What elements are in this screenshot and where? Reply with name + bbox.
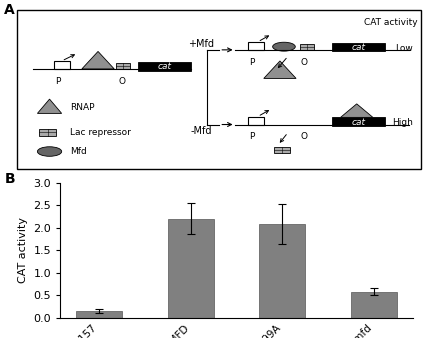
Bar	[259, 224, 305, 318]
Text: P: P	[249, 58, 254, 67]
Bar	[332, 43, 385, 51]
Bar	[300, 44, 314, 50]
Bar	[248, 117, 264, 124]
Bar	[116, 63, 130, 69]
Text: High: High	[393, 118, 413, 127]
Text: RNAP: RNAP	[70, 102, 94, 112]
Circle shape	[273, 42, 295, 51]
Bar	[54, 61, 70, 69]
Text: Mfd: Mfd	[70, 147, 86, 156]
Text: P: P	[249, 132, 254, 142]
Text: CAT activity: CAT activity	[364, 18, 418, 27]
Bar	[168, 219, 214, 318]
Bar	[274, 147, 290, 153]
Text: O: O	[119, 77, 126, 86]
Text: Low: Low	[396, 44, 413, 53]
Bar	[332, 117, 385, 126]
Bar	[138, 62, 191, 71]
Text: +Mfd: +Mfd	[188, 39, 214, 48]
Text: Lac repressor: Lac repressor	[70, 128, 131, 137]
Bar	[351, 292, 397, 318]
Text: O: O	[301, 58, 308, 67]
Y-axis label: CAT activity: CAT activity	[18, 217, 28, 283]
Circle shape	[37, 147, 61, 156]
Bar	[248, 42, 264, 50]
Polygon shape	[82, 51, 114, 69]
Text: -Mfd: -Mfd	[190, 126, 212, 136]
Text: O: O	[301, 132, 308, 142]
Polygon shape	[264, 61, 296, 78]
Text: cat: cat	[352, 118, 366, 127]
Polygon shape	[37, 99, 61, 114]
Text: cat: cat	[158, 62, 172, 71]
Bar	[76, 311, 122, 318]
Text: A: A	[4, 3, 15, 17]
Text: cat: cat	[352, 43, 366, 52]
Bar	[40, 129, 55, 136]
Text: P: P	[55, 77, 60, 86]
Polygon shape	[341, 104, 373, 117]
Text: B: B	[4, 172, 15, 186]
